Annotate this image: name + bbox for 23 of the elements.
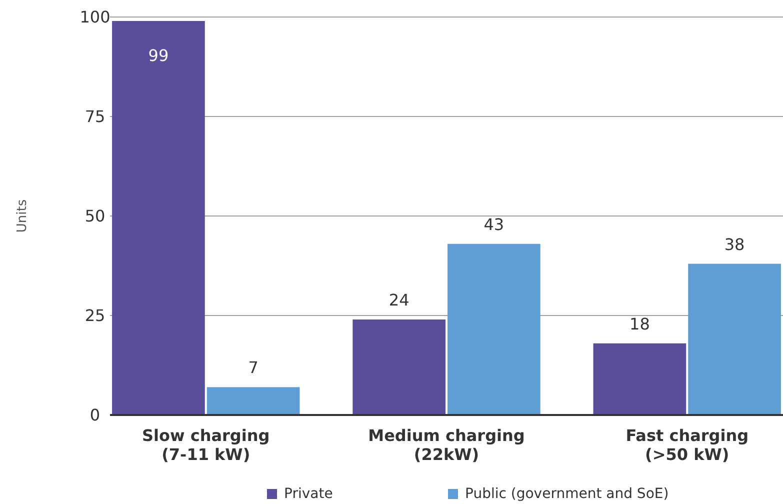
bar [352,319,446,415]
data-label: 7 [248,358,258,378]
data-label: 24 [388,290,410,310]
legend-label: Private [284,486,333,502]
data-label: 99 [148,46,169,65]
y-tick-label: 25 [84,306,106,326]
y-tick-label: 50 [84,206,106,226]
bar [448,244,540,415]
x-tick-label: Medium charging (22kW) [368,426,525,464]
data-label: 43 [484,214,504,234]
y-tick-label: 75 [84,107,106,126]
x-tick-label: Slow charging (7-11 kW) [142,426,270,464]
bar [593,343,686,415]
bar [688,264,781,415]
legend-label: Public (government and SoE) [465,486,669,502]
x-tick-label: Fast charging (>50 kW) [626,426,749,464]
y-tick-label: 100 [80,8,110,27]
data-label: 18 [630,314,650,334]
bar [206,387,300,415]
data-label: 38 [724,234,745,254]
y-axis-title: Units [15,199,30,233]
bar [112,20,205,415]
y-tick-label: 0 [90,406,100,425]
